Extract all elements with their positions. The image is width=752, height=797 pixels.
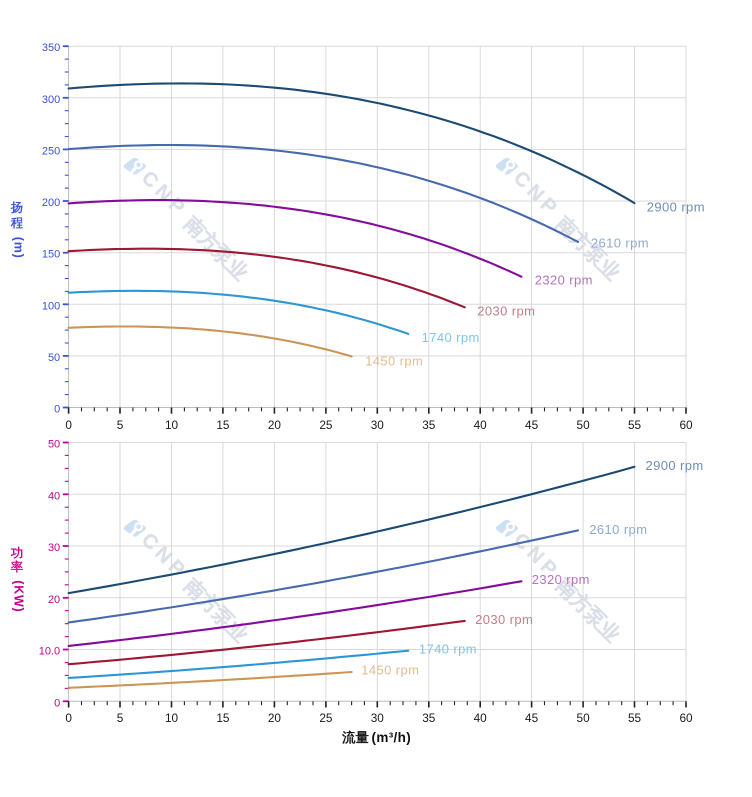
svg-text:30: 30 — [371, 711, 385, 725]
svg-text:0: 0 — [54, 404, 60, 416]
svg-text:(m³/h): (m³/h) — [372, 730, 412, 745]
svg-text:15: 15 — [216, 418, 230, 432]
svg-text:45: 45 — [525, 711, 539, 725]
svg-text:1740 rpm: 1740 rpm — [422, 330, 480, 345]
svg-text:2030 rpm: 2030 rpm — [477, 304, 535, 319]
svg-text:2900 rpm: 2900 rpm — [646, 458, 704, 473]
svg-text:2610 rpm: 2610 rpm — [589, 522, 647, 537]
svg-text:0: 0 — [65, 711, 72, 725]
svg-text:2320 rpm: 2320 rpm — [532, 572, 590, 587]
svg-text:1450 rpm: 1450 rpm — [365, 353, 423, 368]
svg-text:0: 0 — [65, 418, 72, 432]
svg-text:0: 0 — [54, 697, 60, 709]
svg-text:50: 50 — [48, 439, 60, 451]
svg-text:20: 20 — [268, 711, 282, 725]
svg-text:50: 50 — [48, 352, 60, 364]
svg-text:45: 45 — [525, 418, 539, 432]
svg-text:60: 60 — [679, 711, 693, 725]
svg-text:2030 rpm: 2030 rpm — [475, 612, 533, 627]
svg-text:25: 25 — [319, 711, 333, 725]
svg-text:30: 30 — [48, 542, 60, 554]
svg-text:10: 10 — [165, 418, 179, 432]
svg-text:20: 20 — [268, 418, 282, 432]
svg-text:40: 40 — [474, 711, 488, 725]
svg-text:25: 25 — [319, 418, 333, 432]
svg-text:35: 35 — [422, 418, 436, 432]
svg-text:250: 250 — [42, 145, 60, 157]
svg-text:100: 100 — [42, 300, 60, 312]
svg-text:20: 20 — [48, 594, 60, 606]
svg-text:15: 15 — [216, 711, 230, 725]
svg-text:300: 300 — [42, 94, 60, 106]
svg-text:150: 150 — [42, 249, 60, 261]
svg-text:5: 5 — [117, 711, 124, 725]
svg-text:2900 rpm: 2900 rpm — [647, 199, 705, 214]
svg-text:200: 200 — [42, 197, 60, 209]
svg-text:50: 50 — [577, 418, 591, 432]
svg-text:(m): (m) — [11, 237, 25, 259]
svg-text:1740 rpm: 1740 rpm — [419, 641, 477, 656]
svg-text:50: 50 — [577, 711, 591, 725]
svg-text:35: 35 — [422, 711, 436, 725]
svg-text:2320 rpm: 2320 rpm — [535, 272, 593, 287]
svg-text:1450 rpm: 1450 rpm — [361, 663, 419, 678]
svg-text:(KW): (KW) — [11, 580, 25, 612]
svg-text:55: 55 — [628, 418, 642, 432]
svg-text:55: 55 — [628, 711, 642, 725]
svg-text:30: 30 — [371, 418, 385, 432]
svg-text:40: 40 — [48, 490, 60, 502]
svg-text:60: 60 — [679, 418, 693, 432]
svg-text:350: 350 — [42, 42, 60, 54]
svg-text:10: 10 — [165, 711, 179, 725]
svg-text:2610 rpm: 2610 rpm — [591, 236, 649, 251]
svg-text:40: 40 — [474, 418, 488, 432]
svg-text:5: 5 — [117, 418, 124, 432]
svg-text:10.0: 10.0 — [39, 646, 60, 658]
